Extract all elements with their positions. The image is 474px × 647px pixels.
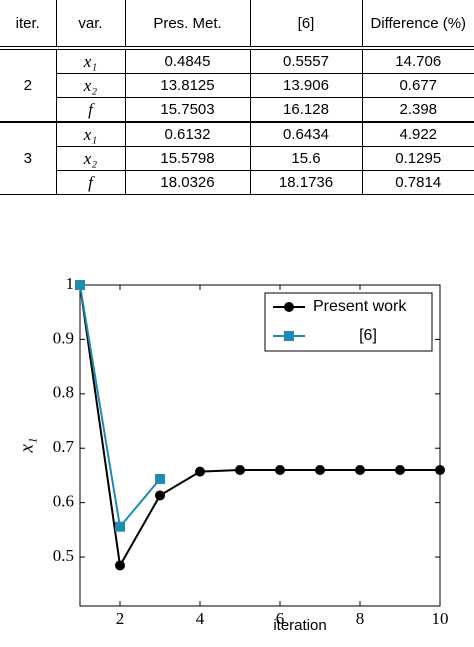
data-point	[195, 466, 205, 477]
legend-marker	[284, 331, 294, 341]
data-point	[355, 464, 365, 475]
plot-frame	[79, 284, 441, 607]
row: f 18.0326 18.1736 0.7814	[0, 170, 474, 195]
data-point	[155, 474, 165, 485]
x-tick-label: 2	[116, 609, 125, 628]
header-cell: Difference (%)	[361, 0, 474, 50]
row: x₂ 15.5798 15.6 0.1295	[0, 146, 474, 171]
series-line	[79, 284, 161, 530]
y-tick-label: 0.8	[53, 383, 74, 402]
data-point	[395, 464, 405, 475]
data-point	[115, 560, 125, 571]
var-cell: f	[56, 170, 126, 195]
data-point	[275, 464, 285, 475]
var-cell: x₂	[56, 146, 126, 171]
x-tick-label: 4	[196, 609, 205, 628]
var-cell: x₂	[56, 73, 126, 98]
x-tick-label: 6	[276, 609, 285, 628]
x-tick-label: 8	[356, 609, 365, 628]
legend-label: Present work	[313, 298, 407, 315]
legend-label: [6]	[359, 327, 377, 344]
group: 2 x₁ 0.4845 0.5557 14.706 x₂ 13.8125 13.906 0.67…	[0, 47, 474, 123]
value-cell: 13.8125	[124, 73, 251, 98]
data-point	[75, 280, 85, 290]
value-cell: 0.677	[361, 73, 474, 98]
x-axis-label: iteration	[273, 617, 326, 634]
row: x₂ 13.8125 13.906 0.677	[0, 73, 474, 98]
value-cell: 13.906	[249, 73, 363, 98]
row: 3 x₁ 0.6132 0.6434 4.922	[0, 121, 474, 195]
value-cell: 15.6	[249, 146, 363, 171]
legend-marker	[284, 302, 294, 312]
value-cell: 16.128	[249, 97, 363, 123]
y-tick-label: 1	[66, 274, 75, 293]
header-cell: [6]	[249, 0, 363, 50]
y-tick-label: 0.7	[53, 437, 75, 456]
series-line	[79, 284, 440, 569]
group: 3 x₁ 0.6132 0.6434 4.922 x₂ 15.5798 15.6 0.1295 f…	[0, 121, 474, 195]
data-point	[315, 464, 325, 475]
data-point	[235, 464, 245, 475]
iter-cell: 2	[0, 47, 57, 123]
value-cell: 4.922	[361, 121, 474, 147]
data-point	[435, 464, 445, 475]
value-cell: 18.0326	[124, 170, 251, 195]
header-row: iter. var. Pres. Met. [6] Difference (%)	[0, 0, 474, 50]
y-tick-label: 0.9	[53, 328, 74, 347]
legend-box	[264, 292, 433, 352]
value-cell: 0.7814	[361, 170, 474, 195]
data-point	[155, 490, 165, 501]
y-axis-label: x₁	[16, 437, 37, 453]
data-point	[115, 521, 125, 532]
value-cell: 15.5798	[124, 146, 251, 171]
y-tick-label: 0.6	[53, 492, 74, 511]
y-tick-label: 0.5	[53, 546, 74, 565]
results-table: iter. var. Pres. Met. [6] Difference (%) 2 x₁…	[0, 0, 474, 195]
x-tick-label: 10	[432, 609, 449, 628]
value-cell: 0.6434	[249, 121, 363, 147]
header-cell: iter.	[0, 0, 57, 50]
value-cell: 2.398	[361, 97, 474, 123]
var-cell: f	[56, 97, 126, 123]
var-cell: x₁	[55, 47, 126, 74]
iter-cell: 3	[0, 121, 57, 195]
